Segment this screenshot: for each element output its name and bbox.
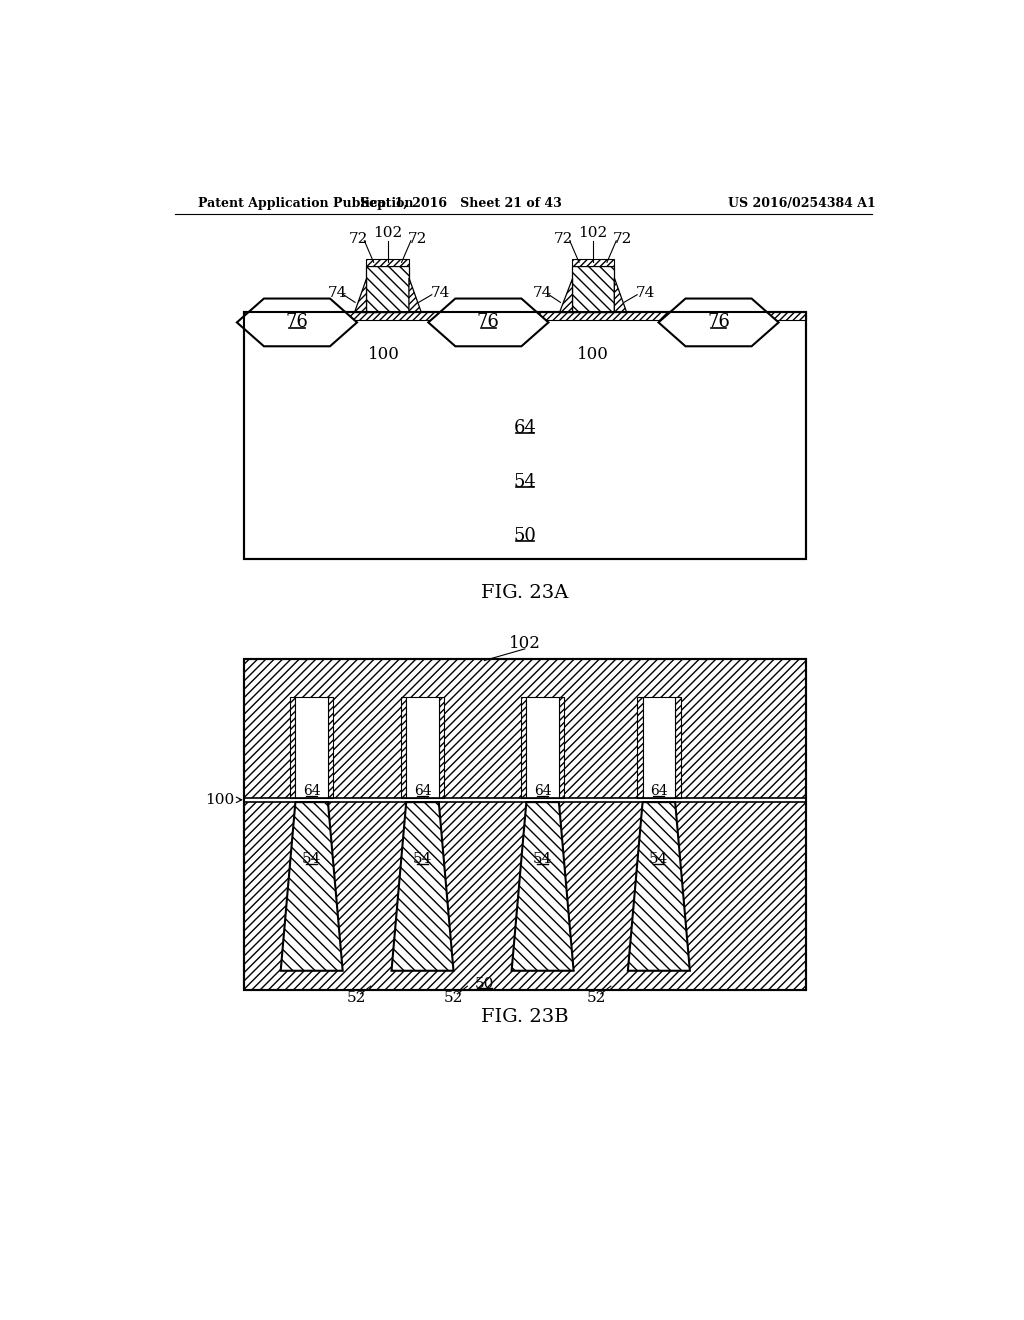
Bar xyxy=(245,659,806,990)
Text: Sep. 1, 2016   Sheet 21 of 43: Sep. 1, 2016 Sheet 21 of 43 xyxy=(360,197,562,210)
Bar xyxy=(521,697,526,797)
Bar xyxy=(638,697,680,797)
Bar xyxy=(401,697,443,797)
Bar xyxy=(400,697,407,797)
Bar xyxy=(571,259,614,267)
Text: 52: 52 xyxy=(443,991,463,1005)
Polygon shape xyxy=(559,277,571,313)
Bar xyxy=(245,313,806,558)
Text: 102: 102 xyxy=(509,635,541,652)
Text: 102: 102 xyxy=(579,226,607,240)
Polygon shape xyxy=(628,803,690,970)
Text: 74: 74 xyxy=(328,286,347,300)
Bar xyxy=(295,697,328,797)
Text: 54: 54 xyxy=(413,853,432,866)
Text: 64: 64 xyxy=(513,418,537,437)
Text: 74: 74 xyxy=(431,286,450,300)
Text: 100: 100 xyxy=(578,346,609,363)
Bar xyxy=(521,697,563,797)
Bar xyxy=(245,313,806,321)
Bar xyxy=(328,697,334,797)
Bar xyxy=(245,797,806,803)
Bar xyxy=(407,697,438,797)
Text: 76: 76 xyxy=(286,313,308,331)
Text: 72: 72 xyxy=(612,232,632,247)
Text: 102: 102 xyxy=(373,226,402,240)
Polygon shape xyxy=(281,803,343,970)
Bar xyxy=(245,659,806,990)
Polygon shape xyxy=(512,803,573,970)
Text: Patent Application Publication: Patent Application Publication xyxy=(198,197,414,210)
Text: 54: 54 xyxy=(302,853,322,866)
Text: 72: 72 xyxy=(554,232,573,247)
Text: 64: 64 xyxy=(650,784,668,799)
Text: 52: 52 xyxy=(347,991,367,1005)
Text: FIG. 23A: FIG. 23A xyxy=(481,585,568,602)
Text: US 2016/0254384 A1: US 2016/0254384 A1 xyxy=(728,197,877,210)
Text: 64: 64 xyxy=(534,784,552,799)
Bar xyxy=(637,697,643,797)
Text: 50: 50 xyxy=(513,527,537,545)
Polygon shape xyxy=(614,277,627,313)
Bar xyxy=(559,697,564,797)
Bar xyxy=(245,659,806,990)
Text: 64: 64 xyxy=(414,784,431,799)
Polygon shape xyxy=(354,277,367,313)
Bar xyxy=(291,697,333,797)
Text: 76: 76 xyxy=(708,313,730,331)
Bar xyxy=(290,697,295,797)
Bar xyxy=(367,267,409,313)
Text: FIG. 23B: FIG. 23B xyxy=(481,1008,568,1026)
Bar xyxy=(643,697,675,797)
Text: 76: 76 xyxy=(477,313,500,331)
Text: 54: 54 xyxy=(513,473,537,491)
Text: 100: 100 xyxy=(205,793,234,807)
Bar xyxy=(571,267,614,313)
Bar xyxy=(675,697,681,797)
Polygon shape xyxy=(428,298,549,346)
Text: 50: 50 xyxy=(475,977,495,991)
Text: 64: 64 xyxy=(303,784,321,799)
Bar xyxy=(438,697,444,797)
Polygon shape xyxy=(409,277,421,313)
Bar xyxy=(367,259,409,267)
Text: 54: 54 xyxy=(649,853,669,866)
Bar xyxy=(245,313,806,558)
Text: 74: 74 xyxy=(532,286,552,300)
Text: 100: 100 xyxy=(368,346,399,363)
Bar xyxy=(526,697,559,797)
Text: 74: 74 xyxy=(636,286,655,300)
Text: 52: 52 xyxy=(587,991,606,1005)
Polygon shape xyxy=(391,803,454,970)
Polygon shape xyxy=(237,298,357,346)
Text: 54: 54 xyxy=(532,853,552,866)
Text: 72: 72 xyxy=(408,232,427,247)
Polygon shape xyxy=(658,298,778,346)
Text: 72: 72 xyxy=(348,232,368,247)
